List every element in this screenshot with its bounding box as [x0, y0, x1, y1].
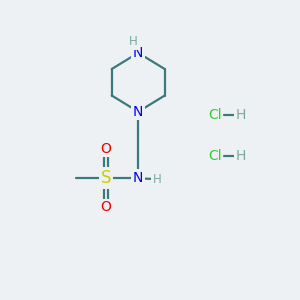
Text: H: H — [153, 173, 162, 186]
Text: N: N — [133, 46, 143, 60]
Text: Cl: Cl — [208, 108, 222, 122]
Text: H: H — [128, 35, 137, 48]
Text: Cl: Cl — [208, 149, 222, 163]
Text: H: H — [236, 149, 247, 163]
Text: O: O — [100, 142, 111, 155]
Text: N: N — [133, 105, 143, 119]
Text: S: S — [100, 169, 111, 187]
Text: O: O — [100, 200, 111, 214]
Text: H: H — [236, 108, 247, 122]
Text: N: N — [133, 171, 143, 185]
